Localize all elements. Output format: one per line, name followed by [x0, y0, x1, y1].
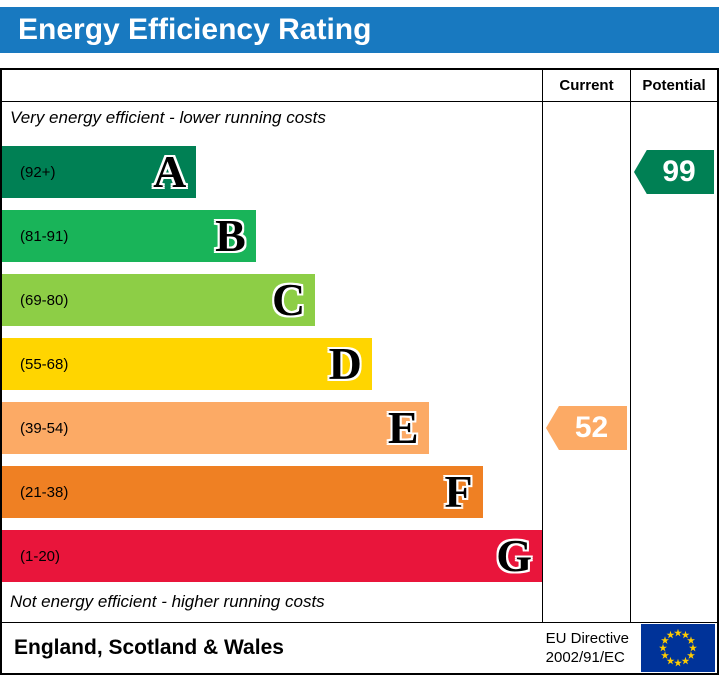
band-letter: C: [271, 274, 306, 325]
band-letter: G: [496, 530, 532, 581]
band-letter: D: [328, 338, 362, 389]
band-row: (55-68) D: [2, 326, 542, 390]
band-row: (39-54) E: [2, 390, 542, 454]
eu-directive-line2: 2002/91/EC: [545, 649, 625, 666]
band-row: (21-38) F: [2, 454, 542, 518]
caption-bottom: Not energy efficient - higher running co…: [10, 592, 325, 611]
potential-column: 99: [630, 102, 717, 622]
band-range: (1-20): [20, 547, 61, 565]
band-bar: (55-68) D: [2, 338, 372, 390]
header-cell-potential: Potential: [630, 70, 717, 101]
band-row: (69-80) C: [2, 262, 542, 326]
band-range: (21-38): [20, 483, 69, 501]
potential-rating-arrow: 99: [634, 150, 714, 194]
band-row: (81-91) B: [2, 198, 542, 262]
caption-top: Very energy efficient - lower running co…: [10, 108, 326, 127]
band-row: (1-20) G: [2, 518, 542, 582]
band-bar: (21-38) F: [2, 466, 483, 518]
band-list: (92+) A (81-91) B (69-80) C (55-68) D (3…: [2, 134, 542, 582]
band-bar: (39-54) E: [2, 402, 429, 454]
band-letter: E: [387, 402, 419, 453]
band-range: (92+): [20, 163, 56, 181]
table-footer: England, Scotland & Wales EU Directive 2…: [2, 622, 717, 673]
table-body: Very energy efficient - lower running co…: [2, 102, 717, 622]
eu-directive-line1: EU Directive: [545, 629, 629, 647]
header-cell-current: Current: [542, 70, 630, 101]
footer-region: England, Scotland & Wales: [14, 636, 284, 659]
band-bar: (92+) A: [2, 146, 197, 198]
band-bar: (81-91) B: [2, 210, 256, 262]
current-column: 52: [542, 102, 630, 622]
eu-flag-icon: [641, 624, 715, 672]
eu-flag-stars: [659, 628, 697, 667]
band-letter: A: [153, 146, 187, 197]
eu-directive-text: EU Directive 2002/91/EC: [546, 629, 629, 668]
potential-rating-value: 99: [662, 155, 696, 188]
page-title: Energy Efficiency Rating: [0, 7, 719, 53]
table-header-row: Current Potential: [2, 70, 717, 102]
band-row: (92+) A: [2, 134, 542, 198]
band-bar: (1-20) G: [2, 530, 542, 582]
band-bar: (69-80) C: [2, 274, 316, 326]
band-range: (69-80): [20, 291, 69, 309]
current-rating-arrow: 52: [546, 406, 627, 450]
epc-table: Current Potential Very energy efficient …: [0, 68, 719, 675]
band-letter: B: [215, 210, 246, 261]
header-cell-blank: [2, 70, 542, 101]
current-rating-value: 52: [574, 411, 609, 444]
band-range: (39-54): [20, 419, 69, 437]
band-range: (81-91): [20, 227, 69, 245]
band-letter: F: [444, 466, 473, 517]
band-chart: Very energy efficient - lower running co…: [2, 102, 542, 622]
band-range: (55-68): [20, 355, 69, 373]
